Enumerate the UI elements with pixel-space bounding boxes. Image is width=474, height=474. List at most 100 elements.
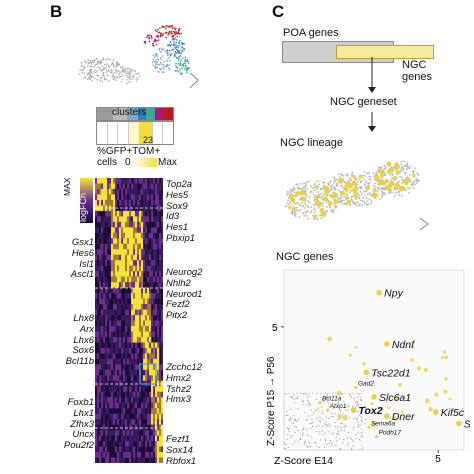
heatmap-cell xyxy=(95,369,98,376)
heatmap-cell xyxy=(103,221,106,228)
umap-point xyxy=(159,61,162,64)
heatmap-cell xyxy=(157,424,160,431)
lineage-point xyxy=(359,185,362,188)
umap-point xyxy=(118,76,121,78)
lineage-point xyxy=(310,185,313,188)
umap-point xyxy=(177,59,180,62)
heatmap-cell xyxy=(135,221,138,228)
heatmap-cell xyxy=(135,304,138,310)
heatmap-cell xyxy=(123,183,126,190)
lineage-point xyxy=(355,202,358,205)
scatter-background-point xyxy=(352,429,355,431)
heatmap-cell xyxy=(159,457,162,463)
heatmap-cell xyxy=(113,282,116,288)
heatmap-cell xyxy=(145,413,148,420)
umap-point xyxy=(177,49,179,51)
heatmap-cell xyxy=(123,260,126,266)
heatmap-cell xyxy=(131,216,134,223)
heatmap-cell xyxy=(99,331,102,338)
heatmap-cell xyxy=(125,347,128,354)
heatmap-cell xyxy=(97,446,100,453)
heatmap-cell xyxy=(147,249,150,255)
heatmap-cell xyxy=(135,424,138,431)
heatmap-cell xyxy=(157,221,160,228)
umap-point xyxy=(184,62,187,65)
heatmap-cell xyxy=(119,320,122,327)
heatmap-cell xyxy=(145,298,148,305)
heatmap-cell xyxy=(111,364,114,371)
heatmap-cell xyxy=(105,178,108,184)
heatmap-cell xyxy=(135,271,138,277)
umap-point xyxy=(136,73,138,76)
heatmap-cell xyxy=(107,358,110,365)
heatmap-cell xyxy=(139,227,142,234)
heatmap-cell xyxy=(109,397,112,403)
heatmap-cell xyxy=(119,424,122,431)
lineage-point xyxy=(378,166,380,169)
heatmap-cell xyxy=(139,249,142,255)
lineage-point xyxy=(292,187,295,190)
heatmap-cell xyxy=(135,282,138,288)
lineage-point xyxy=(404,165,407,168)
lineage-point xyxy=(383,168,386,170)
scatter-point xyxy=(367,425,371,429)
heatmap-cell xyxy=(95,178,98,184)
heatmap-cell xyxy=(161,221,163,228)
heatmap-cell xyxy=(111,243,114,250)
umap-point xyxy=(173,41,175,43)
lineage-point xyxy=(370,200,373,202)
heatmap-cell xyxy=(119,369,122,376)
heatmap-cell xyxy=(143,178,146,184)
lineage-point xyxy=(304,202,306,204)
heatmap-cell xyxy=(161,452,163,458)
heatmap-cell xyxy=(161,271,163,277)
heatmap-cell xyxy=(141,435,144,442)
heatmap-cell xyxy=(125,260,128,266)
heatmap-cell xyxy=(133,227,136,234)
heatmap-cell xyxy=(135,402,138,409)
heatmap-cell xyxy=(145,336,148,343)
heatmap-cell xyxy=(117,232,120,239)
umap-point xyxy=(109,58,111,61)
heatmap-cell xyxy=(141,325,144,332)
heatmap-cell xyxy=(137,419,140,425)
heatmap-cell xyxy=(139,391,142,398)
scatter-background-point xyxy=(291,434,293,437)
heatmap-cell xyxy=(95,375,98,381)
heatmap-cell xyxy=(107,380,110,387)
heatmap-cell xyxy=(127,243,130,250)
heatmap-cell xyxy=(113,304,116,310)
heatmap-cell xyxy=(147,353,150,360)
heatmap-cell xyxy=(119,304,122,310)
heatmap-cell xyxy=(151,347,154,354)
heatmap-cell xyxy=(143,342,146,349)
heatmap-cell xyxy=(155,227,158,234)
scatter-background-point xyxy=(315,398,317,400)
umap-point xyxy=(115,65,118,68)
heatmap-cell xyxy=(107,430,110,436)
heatmap-cell xyxy=(153,342,156,349)
heatmap-cell xyxy=(123,254,126,261)
lineage-point xyxy=(394,191,397,194)
heatmap-cell xyxy=(113,199,116,206)
heatmap-cell xyxy=(141,408,144,414)
scatter-background-point xyxy=(328,399,330,401)
scatter-background-point xyxy=(305,419,307,421)
heatmap-cell xyxy=(149,452,152,458)
heatmap-cell xyxy=(113,183,116,190)
scatter-background-point xyxy=(313,411,315,414)
scatter-background-point xyxy=(319,431,321,433)
gene-label: Top2a xyxy=(166,179,193,190)
scatter-background-point xyxy=(297,408,299,410)
lineage-point xyxy=(321,205,324,208)
umap-point xyxy=(101,65,104,68)
scatter-background-point xyxy=(290,395,292,398)
lineage-point xyxy=(363,174,366,177)
umap-point xyxy=(178,42,181,44)
heatmap-cell xyxy=(135,369,138,376)
heatmap-cell xyxy=(153,254,156,261)
heatmap-cell xyxy=(99,315,102,321)
heatmap-cell xyxy=(153,364,156,371)
scatter-background-point xyxy=(344,406,347,408)
scatter-background-point xyxy=(290,408,292,410)
